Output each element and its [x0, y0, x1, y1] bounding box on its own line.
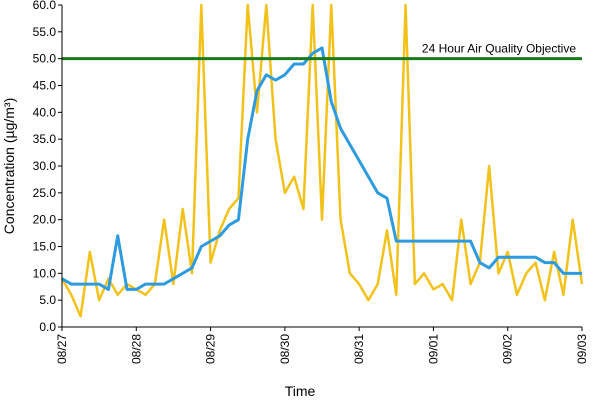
x-tick-label: 09/01 [426, 334, 440, 364]
x-tick-label: 08/30 [278, 334, 292, 364]
y-tick-label: 35.0 [33, 132, 57, 146]
x-tick-label: 08/28 [129, 334, 143, 364]
y-tick-label: 30.0 [33, 159, 57, 173]
x-tick-label: 08/29 [204, 334, 218, 364]
y-tick-label: 5.0 [39, 293, 56, 307]
y-tick-label: 60.0 [33, 0, 57, 12]
data-line [60, 3, 584, 318]
x-tick-label: 09/02 [501, 334, 515, 364]
y-axis-label: Concentration (µg/m³) [1, 98, 17, 234]
y-tick-label: 20.0 [33, 213, 57, 227]
x-tick-label: 08/27 [55, 334, 69, 364]
y-tick-label: 10.0 [33, 266, 57, 280]
y-tick-label: 50.0 [33, 52, 57, 66]
x-tick-label: 08/31 [352, 334, 366, 364]
x-axis-label: Time [285, 383, 316, 399]
y-tick-label: 55.0 [33, 25, 57, 39]
y-tick-label: 25.0 [33, 186, 57, 200]
y-tick-label: 15.0 [33, 240, 57, 254]
y-tick-label: 0.0 [39, 320, 56, 334]
x-tick-label: 09/03 [575, 334, 589, 364]
data-line [61, 46, 582, 291]
y-tick-label: 45.0 [33, 79, 57, 93]
y-tick-label: 40.0 [33, 105, 57, 119]
objective-label: 24 Hour Air Quality Objective [422, 42, 576, 56]
